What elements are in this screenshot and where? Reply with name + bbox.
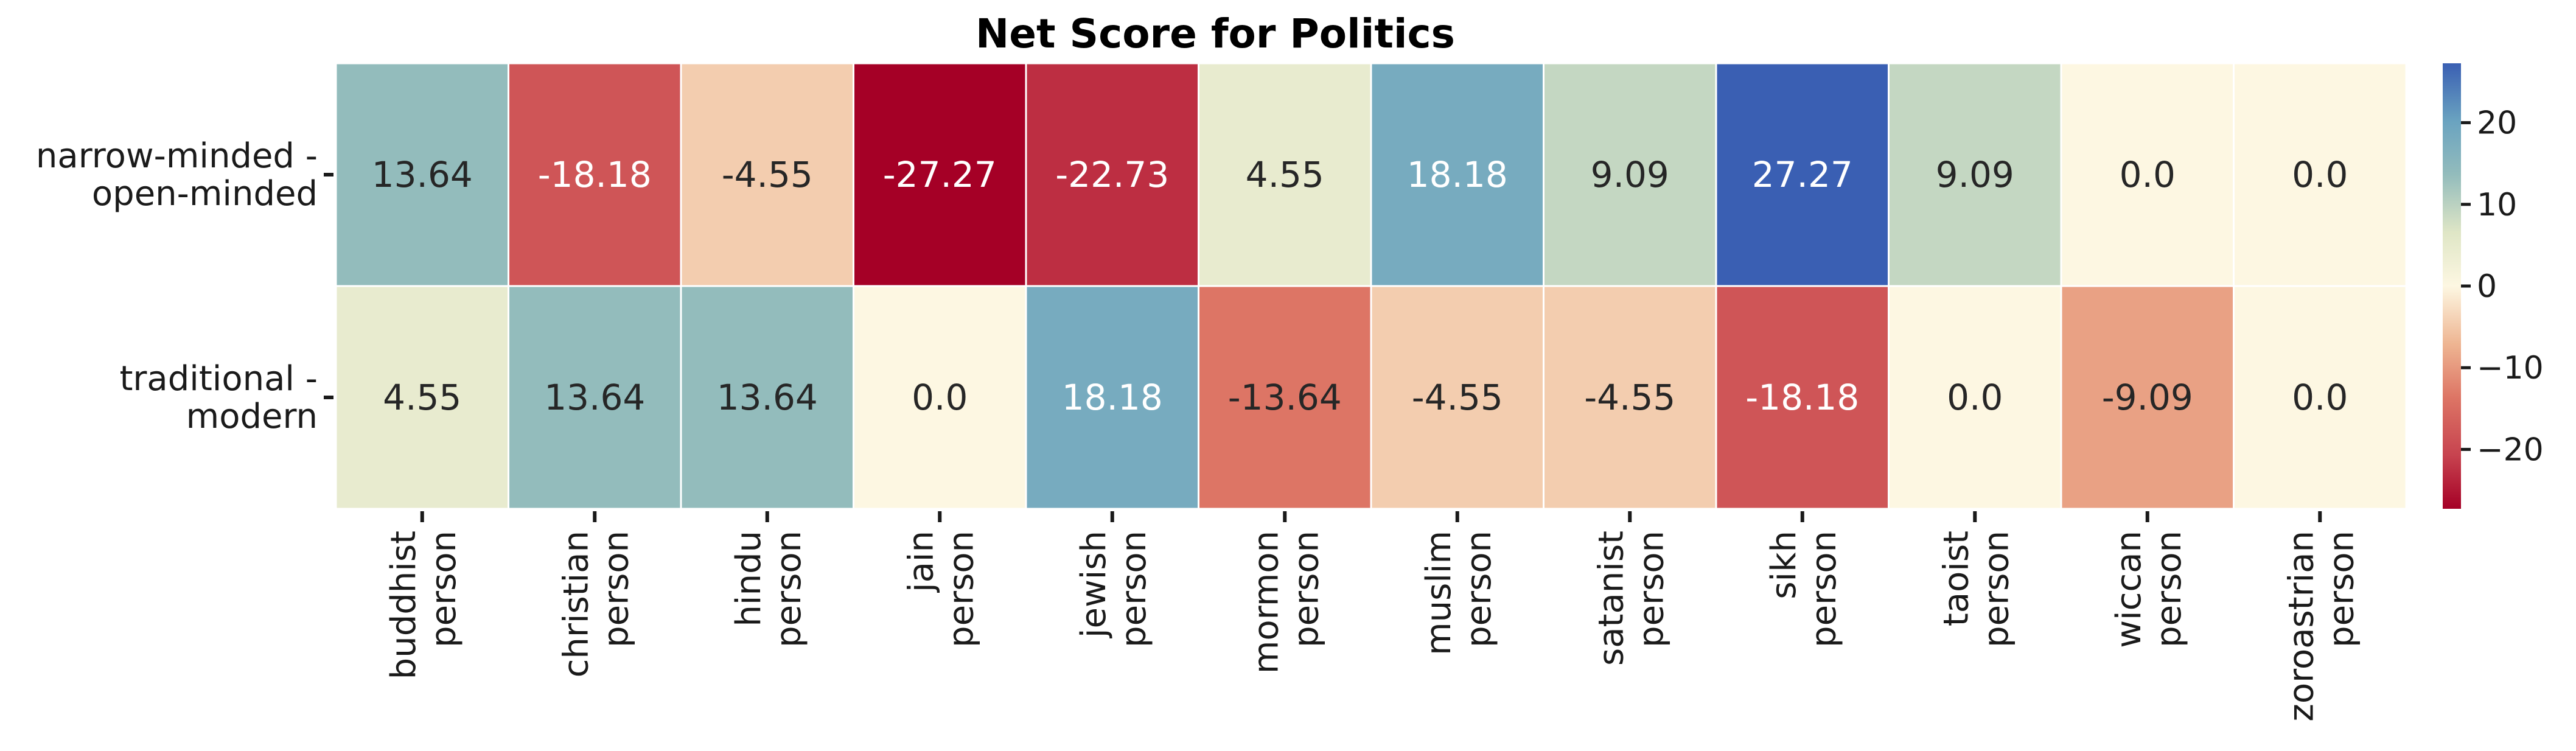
- column-label-line: hindu: [729, 531, 769, 627]
- heatmap-cell: [2060, 285, 2235, 510]
- column-label-line: person: [1804, 531, 1844, 648]
- column-label: wiccan person: [2109, 531, 2189, 648]
- column-label: satanist person: [1591, 531, 1671, 666]
- heatmap-cell: [1543, 285, 1717, 510]
- cell-value-label: 0.0: [912, 377, 968, 418]
- cell-value-label: 18.18: [1062, 377, 1163, 418]
- cell-value-label: 0.0: [2120, 154, 2176, 195]
- cell-value-label: -18.18: [538, 154, 652, 195]
- column-label: jewish person: [1074, 531, 1154, 648]
- column-label-line: person: [2322, 531, 2361, 648]
- row-labels: narrow-minded -open-minded traditional -m…: [36, 136, 333, 436]
- heatmap-cells: 13.64 -18.18 -4.55 -27.27 -22.73 4.55 18.18 9.0…: [335, 62, 2407, 510]
- column-label-line: person: [596, 531, 636, 648]
- cell-value-label: 0.0: [2292, 377, 2348, 418]
- colorbar-gradient: [2443, 63, 2461, 509]
- chart-title: Net Score for Politics: [976, 10, 1455, 57]
- column-label: sikh person: [1764, 531, 1844, 648]
- row-label: modern: [186, 397, 318, 436]
- cell-value-label: 18.18: [1407, 154, 1508, 195]
- heatmap-cell: [853, 62, 1027, 287]
- column-label-line: jewish: [1074, 531, 1114, 639]
- column-label: hindu person: [729, 531, 809, 648]
- column-label-line: jain: [901, 531, 941, 593]
- colorbar-tick-label: 0: [2477, 268, 2497, 305]
- heatmap-cell: [1198, 62, 1372, 287]
- heatmap-cell: [853, 285, 1027, 510]
- column-label-line: person: [941, 531, 981, 648]
- column-label-line: mormon: [1246, 531, 1286, 674]
- column-label-line: person: [424, 531, 464, 648]
- colorbar-tick-label: −20: [2477, 431, 2544, 468]
- cell-value-label: 4.55: [383, 377, 461, 418]
- column-label-line: person: [1114, 531, 1154, 648]
- column-label-line: buddhist: [384, 531, 424, 679]
- column-label-line: zoroastrian: [2281, 531, 2321, 722]
- column-label-line: person: [1977, 531, 2016, 648]
- heatmap-cell: [1198, 285, 1372, 510]
- heatmap-cell: [508, 285, 682, 510]
- cell-value-label: -13.64: [1228, 377, 1342, 418]
- column-label: muslim person: [1419, 531, 1499, 655]
- column-label-line: taoist: [1936, 531, 1976, 626]
- heatmap-cell: [2233, 285, 2407, 510]
- column-label-line: person: [1632, 531, 1671, 648]
- column-label: christian person: [556, 531, 636, 677]
- cell-value-label: 27.27: [1752, 154, 1853, 195]
- column-label-line: christian: [556, 531, 596, 677]
- row-label: open-minded: [92, 174, 318, 214]
- column-label-line: sikh: [1764, 531, 1804, 599]
- cell-value-label: 0.0: [1947, 377, 2003, 418]
- cell-value-label: 9.09: [1591, 154, 1669, 195]
- cell-value-label: 9.09: [1936, 154, 2014, 195]
- column-label-line: person: [1286, 531, 1326, 648]
- column-labels: buddhist person christian person hindu person…: [384, 511, 2361, 722]
- heatmap-cell: [2233, 62, 2407, 287]
- heatmap-cell: [335, 62, 509, 287]
- column-label: mormon person: [1246, 531, 1326, 674]
- column-label: buddhist person: [384, 531, 464, 679]
- heatmap-cell: [680, 62, 854, 287]
- column-label: taoist person: [1936, 531, 2016, 648]
- cell-value-label: 4.55: [1246, 154, 1324, 195]
- cell-value-label: -4.55: [1584, 377, 1675, 418]
- heatmap-cell: [1888, 62, 2062, 287]
- cell-value-label: 13.64: [544, 377, 645, 418]
- heatmap-cell: [1025, 285, 1199, 510]
- heatmap-cell: [1370, 285, 1545, 510]
- cell-value-label: -4.55: [1412, 377, 1503, 418]
- heatmap-cell: [508, 62, 682, 287]
- column-label-line: person: [769, 531, 809, 648]
- cell-value-label: -27.27: [883, 154, 997, 195]
- column-label-line: wiccan: [2109, 531, 2149, 648]
- cell-value-label: -18.18: [1745, 377, 1859, 418]
- column-label: zoroastrian person: [2281, 531, 2361, 722]
- row-label: traditional -: [119, 359, 318, 399]
- heatmap-cell: [680, 285, 854, 510]
- heatmap-cell: [1715, 285, 1890, 510]
- cell-value-label: -9.09: [2102, 377, 2193, 418]
- colorbar-tick-label: 10: [2477, 187, 2517, 223]
- heatmap-cell: [1888, 285, 2062, 510]
- heatmap-cell: [1025, 62, 1199, 287]
- column-label-line: person: [2149, 531, 2189, 648]
- cell-value-label: -22.73: [1055, 154, 1169, 195]
- column-label-line: person: [1459, 531, 1499, 648]
- colorbar: 20 10 0 −10 −20: [2443, 63, 2544, 509]
- cell-value-label: 13.64: [372, 154, 473, 195]
- column-label: jain person: [901, 531, 981, 648]
- colorbar-tick-label: 20: [2477, 105, 2517, 142]
- cell-value-label: 13.64: [717, 377, 818, 418]
- column-label-line: satanist: [1591, 531, 1631, 666]
- cell-value-label: 0.0: [2292, 154, 2348, 195]
- row-label: narrow-minded -: [36, 136, 318, 176]
- heatmap-cell: [1543, 62, 1717, 287]
- heatmap-cell: [335, 285, 509, 510]
- colorbar-tick-label: −10: [2477, 350, 2544, 386]
- column-label-line: muslim: [1419, 531, 1459, 655]
- cell-value-label: -4.55: [722, 154, 813, 195]
